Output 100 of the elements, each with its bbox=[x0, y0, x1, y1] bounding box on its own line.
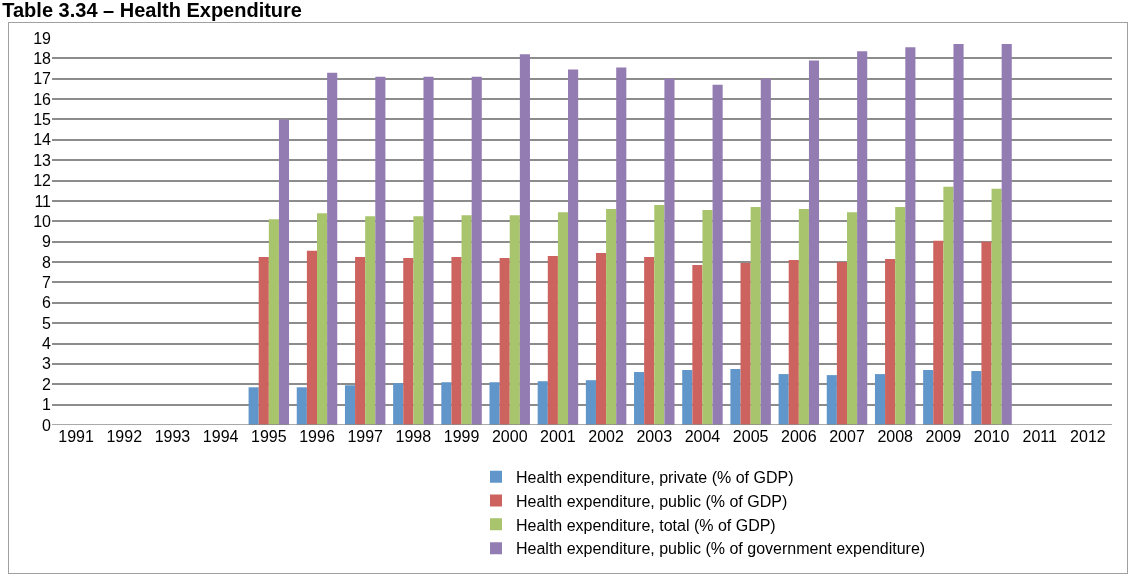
bar bbox=[991, 188, 1002, 425]
bar bbox=[365, 216, 376, 425]
y-tick-label: 0 bbox=[42, 416, 52, 434]
bar bbox=[461, 215, 472, 425]
x-tick-label: 2001 bbox=[540, 428, 576, 445]
bar bbox=[306, 250, 317, 425]
x-tick-label: 2005 bbox=[732, 428, 769, 445]
bar bbox=[1001, 44, 1012, 425]
legend-label: Health expenditure, total (% of GDP) bbox=[516, 516, 776, 534]
y-tick-label: 11 bbox=[34, 192, 52, 210]
bar bbox=[451, 256, 462, 425]
bar bbox=[778, 374, 789, 425]
bar bbox=[788, 260, 799, 425]
bar bbox=[730, 368, 741, 425]
bar bbox=[885, 259, 896, 425]
bar bbox=[585, 380, 596, 425]
x-tick-label: 1997 bbox=[347, 428, 384, 445]
y-tick-label: 2 bbox=[42, 375, 52, 393]
x-tick-label: 2012 bbox=[1070, 428, 1106, 445]
bar bbox=[634, 372, 645, 425]
x-tick-label: 1992 bbox=[106, 428, 143, 445]
bar bbox=[547, 255, 558, 425]
bar bbox=[489, 382, 500, 425]
bar bbox=[847, 212, 858, 425]
bar bbox=[760, 78, 771, 425]
x-tick-label: 2004 bbox=[684, 428, 721, 445]
chart-title: Table 3.34 – Health Expenditure bbox=[2, 0, 303, 21]
x-tick-label: 1993 bbox=[154, 428, 191, 445]
bar bbox=[616, 67, 627, 425]
bar bbox=[471, 76, 482, 425]
x-tick-label: 1995 bbox=[251, 428, 287, 445]
y-tick-label: 1 bbox=[42, 396, 52, 414]
bar bbox=[519, 54, 530, 425]
bar bbox=[712, 84, 723, 425]
bar bbox=[953, 44, 964, 425]
x-tick-label: 2002 bbox=[588, 428, 624, 445]
bar bbox=[933, 240, 944, 425]
y-tick-label: 17 bbox=[33, 70, 52, 88]
bar bbox=[798, 209, 809, 425]
y-tick-label: 14 bbox=[33, 131, 52, 149]
bar bbox=[557, 212, 569, 425]
bar bbox=[836, 262, 847, 425]
bar bbox=[943, 186, 954, 425]
x-tick-label: 1996 bbox=[299, 428, 335, 445]
bar bbox=[248, 387, 259, 425]
bar bbox=[808, 60, 820, 425]
x-tick-label: 2011 bbox=[1022, 428, 1058, 445]
y-tick-label: 13 bbox=[33, 151, 52, 169]
x-tick-label: 2006 bbox=[781, 428, 817, 445]
bar bbox=[509, 215, 520, 425]
bar bbox=[981, 241, 992, 425]
y-tick-label: 4 bbox=[42, 335, 52, 353]
legend-label: Health expenditure, public (% of GDP) bbox=[516, 492, 788, 510]
bar bbox=[499, 257, 510, 425]
y-tick-label: 6 bbox=[42, 294, 52, 312]
y-tick-label: 5 bbox=[42, 314, 52, 332]
bar bbox=[317, 213, 328, 425]
bar bbox=[740, 263, 751, 425]
bar bbox=[278, 119, 290, 425]
legend-label: Health expenditure, public (% of government expenditure) bbox=[516, 540, 926, 558]
bar bbox=[296, 387, 307, 425]
x-tick-label: 2009 bbox=[925, 428, 962, 445]
y-tick-label: 7 bbox=[42, 274, 52, 292]
bar bbox=[258, 256, 269, 425]
legend-label: Health expenditure, private (% of GDP) bbox=[516, 468, 794, 486]
bar bbox=[327, 72, 338, 425]
y-tick-label: 8 bbox=[42, 253, 52, 271]
bar bbox=[826, 375, 837, 425]
bar bbox=[355, 256, 366, 425]
bar bbox=[895, 207, 906, 425]
x-tick-label: 2007 bbox=[829, 428, 865, 445]
bar bbox=[344, 385, 356, 425]
bar bbox=[874, 374, 886, 425]
bar bbox=[905, 47, 916, 425]
bar bbox=[702, 210, 713, 425]
x-tick-label: 1998 bbox=[395, 428, 432, 445]
x-tick-label: 2010 bbox=[973, 428, 1010, 445]
bar bbox=[537, 381, 548, 425]
y-tick-label: 16 bbox=[33, 90, 52, 108]
bar bbox=[750, 207, 761, 425]
bar bbox=[441, 382, 452, 425]
x-tick-label: 1999 bbox=[443, 428, 480, 445]
bar bbox=[923, 370, 934, 425]
bar bbox=[375, 76, 386, 425]
x-tick-label: 2008 bbox=[877, 428, 914, 445]
bar bbox=[857, 51, 868, 425]
x-tick-label: 1994 bbox=[202, 428, 239, 445]
bar bbox=[971, 371, 982, 425]
y-tick-label: 9 bbox=[42, 233, 52, 251]
y-tick-label: 3 bbox=[42, 355, 52, 373]
bar bbox=[692, 265, 703, 425]
y-tick-label: 19 bbox=[33, 29, 52, 47]
bar bbox=[644, 256, 655, 425]
bar bbox=[423, 76, 434, 425]
x-tick-label: 2003 bbox=[636, 428, 673, 445]
x-tick-label: 1991 bbox=[58, 428, 94, 445]
y-tick-label: 10 bbox=[33, 212, 52, 230]
bar bbox=[413, 216, 424, 425]
y-tick-label: 12 bbox=[33, 172, 52, 190]
bar bbox=[595, 252, 607, 425]
